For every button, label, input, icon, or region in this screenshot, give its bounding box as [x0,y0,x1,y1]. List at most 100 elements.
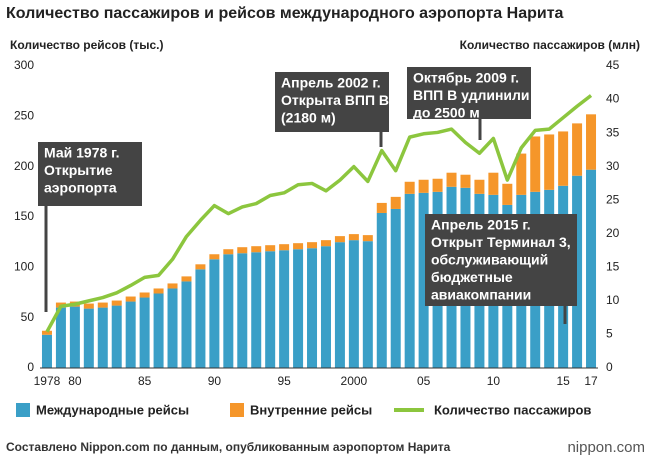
bar-segment [544,134,555,190]
bar-segment [293,249,304,368]
bar-segment [460,174,471,188]
annotation-text: авиакомпании [431,287,531,303]
bar-segment [153,288,164,294]
annotation-box [38,142,142,206]
y-tick-label: 50 [21,310,35,324]
bar-segment [153,293,164,368]
bar-segment [279,244,290,251]
bar-segment [530,136,541,192]
bar-segment [320,240,331,247]
passenger-line [45,94,593,333]
source-note: Составлено Nippon.com по данным, опублик… [6,440,451,454]
y-tick-label: 300 [14,58,34,72]
bar-segment [376,202,387,213]
bar-segment [307,248,318,368]
bar-segment [195,269,206,368]
legend-swatch [230,403,244,417]
bar-segment [223,249,234,255]
bar-segment [390,208,401,368]
x-tick-label: 1978 [34,374,61,388]
bar-segment [558,131,569,186]
y2-tick-label: 30 [606,159,620,173]
bar-segment [404,193,415,368]
bar-segment [432,178,443,192]
annotation-text: (2180 м) [281,110,336,126]
annotation-box [275,72,389,132]
y2-tick-label: 20 [606,226,620,240]
bar-segment [83,303,94,309]
annotation-text: Октябрь 2009 г. [413,70,519,86]
annotation-text: Открыт Терминал 3, [431,234,571,250]
bar-segment [237,247,248,254]
bar-segment [181,281,192,368]
bar-segment [320,246,331,368]
bar-segment [334,242,345,368]
bar-segment [516,153,527,195]
y-tick-label: 250 [14,109,34,123]
y2-axis-label: Количество пассажиров (млн) [460,38,640,52]
bar-segment [41,334,52,368]
y2-tick-label: 35 [606,125,620,139]
bar-segment [69,306,80,368]
y2-tick-label: 5 [606,327,613,341]
bar-segment [209,259,220,368]
bar-segment [111,305,122,368]
x-tick-label: 2000 [341,374,368,388]
x-tick-label: 05 [417,374,431,388]
bar-segment [362,235,373,242]
annotation-text: ВПП B удлинили [413,87,530,103]
bar-segment [97,302,108,308]
bar-segment [362,241,373,368]
bar-segment [418,179,429,193]
bar-segment [181,276,192,282]
y-tick-label: 200 [14,159,34,173]
x-tick-label: 17 [584,374,598,388]
bar-segment [390,196,401,209]
logo: nippon.com [567,439,645,456]
bar-segment [586,169,597,368]
bar-segment [502,183,513,205]
chart-title: Количество пассажиров и рейсов междунаро… [6,5,564,22]
bar-segment [265,245,276,252]
annotation-text: Открыта ВПП B [281,92,389,108]
bar-segment [125,296,136,302]
bar-segment [293,243,304,250]
x-tick-label: 90 [208,374,222,388]
annotation-text: бюджетные [431,269,513,285]
bar-segment [404,181,415,194]
bar-segment [251,252,262,368]
bar-segment [111,300,122,306]
x-tick-label: 95 [277,374,291,388]
annotation-text: до 2500 м [413,105,480,121]
bar-segment [223,254,234,368]
bar-segment [334,236,345,243]
legend-label: Количество пассажиров [434,402,591,417]
legend-swatch [16,403,30,417]
x-tick-label: 85 [138,374,152,388]
y2-tick-label: 10 [606,293,620,307]
legend-label: Международные рейсы [36,402,189,417]
bar-segment [237,253,248,368]
bar-segment [125,301,136,368]
x-tick-label: 10 [487,374,501,388]
bar-segment [279,250,290,368]
bar-segment [139,292,150,298]
bar-segment [97,307,108,368]
legend-label: Внутренние рейсы [250,402,372,417]
y2-tick-label: 40 [606,92,620,106]
bar-segment [195,264,206,270]
annotation-text: аэропорта [44,180,117,196]
x-tick-label: 15 [556,374,570,388]
y2-tick-label: 15 [606,260,620,274]
annotation-box [407,67,531,119]
bar-segment [209,254,220,260]
bar-segment [83,308,94,368]
annotation-text: Апрель 2015 г. [431,217,531,233]
bar-segment [265,251,276,368]
bar-segment [167,288,178,368]
bar-segment [488,172,499,195]
bar-segment [348,234,359,241]
bar-segment [139,297,150,368]
annotation-text: обслуживающий [431,252,548,268]
